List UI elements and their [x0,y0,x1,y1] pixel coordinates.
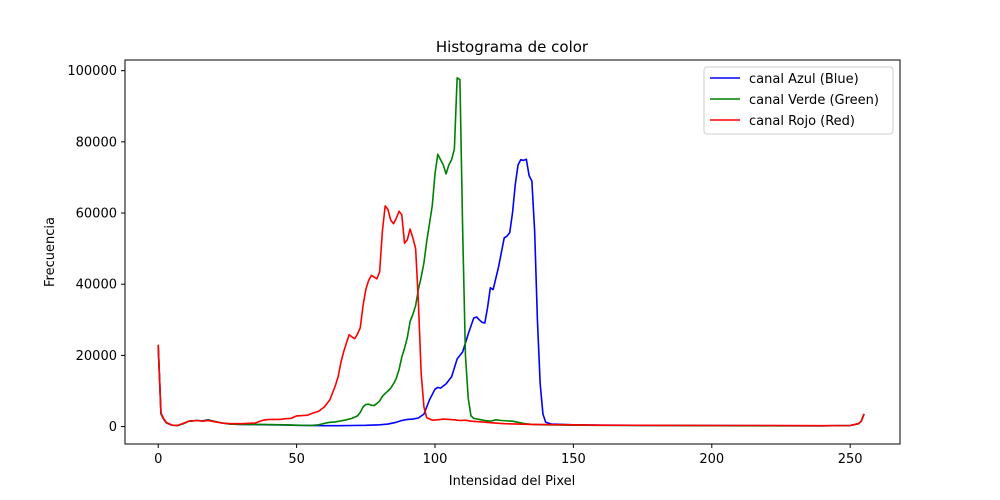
legend-label-1: canal Verde (Green) [749,93,879,108]
y-tick-label: 20000 [76,349,117,364]
y-axis: 0 20000 40000 60000 80000 100000 [67,64,125,435]
x-tick-label: 50 [288,452,305,467]
y-tick-label: 40000 [76,278,117,293]
x-tick-label: 150 [561,452,586,467]
legend: canal Azul (Blue) canal Verde (Green) cana… [703,66,894,135]
x-tick-label: 0 [154,452,162,467]
series-group [157,76,865,427]
y-tick-label: 0 [109,420,117,435]
legend-label-0: canal Azul (Blue) [749,72,859,87]
series-line-1 [157,76,865,427]
series-line-2 [157,205,865,427]
chart-title: Histograma de color [436,38,589,56]
y-tick-label: 60000 [76,207,117,222]
x-axis-title: Intensidad del Pixel [449,474,575,489]
y-axis-title: Frecuencia [43,217,58,287]
y-tick-label: 80000 [76,135,117,150]
y-tick-label: 100000 [67,64,117,79]
x-tick-label: 250 [838,452,863,467]
x-axis: 0 50 100 150 200 250 [154,444,863,467]
x-tick-label: 200 [699,452,724,467]
plot-frame [124,59,901,445]
legend-label-2: canal Rojo (Red) [749,114,855,129]
legend-box [703,66,894,135]
x-tick-label: 100 [423,452,448,467]
